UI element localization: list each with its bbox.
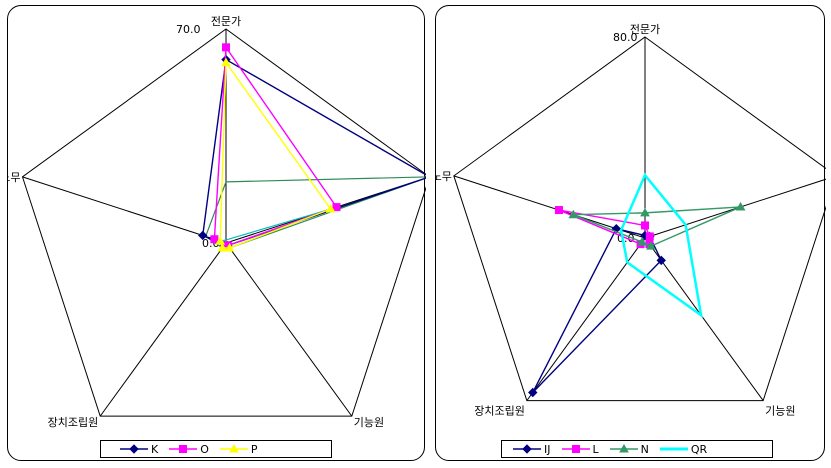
data-point-p [224, 242, 235, 252]
legend-marker [522, 444, 532, 454]
legend-swatch [561, 445, 590, 453]
axis-label: 기능원 [354, 416, 384, 429]
radar-spoke [22, 176, 227, 244]
legend-item-l: L [561, 443, 599, 456]
legend-item-k: K [119, 443, 158, 456]
data-point-o [332, 203, 341, 212]
legend-marker [179, 445, 188, 453]
legend-label: P [250, 442, 258, 456]
radar-chart-2: 전문가준전문가기능원장치조립원단순노무0.080.0 [436, 23, 826, 418]
data-point-l [554, 206, 563, 215]
series-n [568, 201, 746, 250]
legend-label: K [151, 442, 159, 456]
axis-label: 단순노무 [436, 170, 452, 183]
axis-label: 단순노무 [8, 171, 20, 184]
legend-swatch [169, 445, 198, 453]
data-point-ij [528, 387, 538, 398]
legend-swatch [120, 444, 148, 454]
radar-spoke [225, 242, 353, 417]
legend-marker [229, 444, 239, 453]
legend-marker [571, 445, 580, 453]
legend-swatch [659, 447, 688, 451]
data-point-p [325, 203, 336, 213]
legend-label: QR [690, 442, 708, 456]
tick-label: 80.0 [613, 31, 638, 44]
data-point-p [215, 236, 226, 245]
legend-label: L [592, 442, 599, 456]
data-point-n [637, 237, 647, 246]
legend-label: IJ [544, 442, 551, 456]
data-point-p [217, 242, 228, 252]
axis-label: 기능원 [765, 405, 795, 418]
radar-spoke [644, 237, 764, 401]
legend-item-p: P [219, 443, 258, 456]
radar-chart-1: 전문가준전문가기능원장치조립원단순노무0.070.0 [8, 15, 426, 429]
axis-label: 전문가 [211, 15, 241, 28]
axis-label: 장치조립원 [474, 405, 525, 418]
radar-spoke [526, 237, 646, 401]
radar-grid-pentagon [21, 28, 426, 417]
radar-spoke [99, 242, 227, 417]
tick-label: 70.0 [176, 23, 201, 36]
legend-swatch [609, 444, 638, 453]
legend-swatch [513, 444, 541, 454]
legend-marker [618, 444, 629, 453]
data-point-n [735, 201, 746, 211]
data-point-n [568, 209, 579, 219]
series-p [215, 57, 336, 252]
data-point-l [645, 232, 654, 241]
data-point-k [198, 230, 208, 241]
radar-grid-pentagon [453, 36, 826, 402]
legend-label: N [640, 442, 649, 456]
data-point-o [210, 235, 219, 244]
data-point-n [646, 241, 656, 250]
series-line-n [573, 206, 741, 247]
series-qr [619, 172, 703, 319]
series-ij [528, 223, 666, 398]
legend-item-qr: QR [659, 443, 707, 456]
legend-item-ij: IJ [512, 443, 551, 456]
radar-chart-panel-1: 전문가준전문가기능원장치조립원단순노무0.070.0 KOP [7, 5, 426, 461]
data-point-o [222, 43, 230, 52]
data-point-l [641, 221, 649, 230]
series-k [198, 54, 426, 251]
legend-label: O [200, 442, 209, 456]
legend-item-o: O [168, 443, 209, 456]
series-line-o [213, 45, 338, 247]
series-line-qr [619, 172, 703, 319]
legend-item-n: N [609, 443, 649, 456]
series-line-p [219, 60, 332, 249]
legend-2: IJ L N QR [501, 440, 773, 458]
axis-label: 장치조립원 [48, 416, 99, 429]
legend-swatch [219, 444, 248, 453]
data-point-n [640, 207, 650, 217]
legend-marker [129, 444, 139, 454]
data-point-p [221, 57, 231, 67]
data-point-ij [656, 255, 666, 266]
series-line-ij [532, 227, 663, 393]
axis-label: 전문가 [630, 23, 660, 36]
series-o [210, 43, 341, 250]
